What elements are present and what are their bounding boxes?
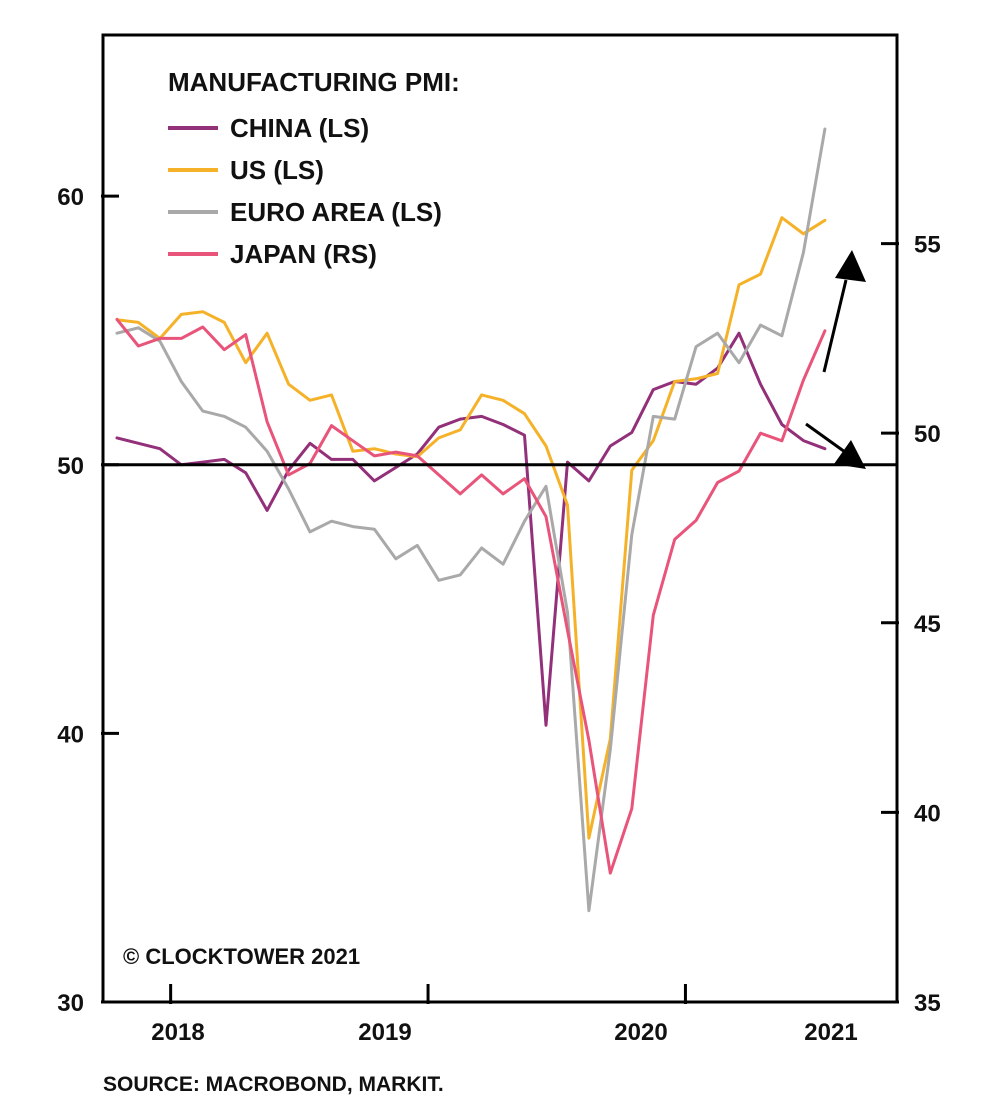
- right-tick-label: 55: [914, 232, 941, 259]
- left-axis: 30 40 50 60: [57, 184, 119, 1017]
- x-axis: 2018 2019 2020 2021: [151, 984, 858, 1046]
- up-arrowhead-icon: [835, 250, 866, 282]
- right-tick-label: 35: [914, 990, 941, 1017]
- left-tick-label: 40: [57, 721, 84, 748]
- legend-label: EURO AREA (LS): [230, 197, 442, 227]
- up-arrow-icon: [822, 279, 848, 373]
- series-line-japan-rs: [115, 317, 827, 875]
- legend: MANUFACTURING PMI: CHINA (LS) US (LS) EURO…: [168, 67, 460, 269]
- left-tick-label: 50: [57, 453, 84, 480]
- legend-label: US (LS): [230, 155, 324, 185]
- down-arrow-icon: [805, 422, 846, 454]
- legend-label: CHINA (LS): [230, 113, 369, 143]
- x-tick-label: 2021: [804, 1019, 857, 1046]
- legend-label: JAPAN (RS): [230, 239, 377, 269]
- x-tick-label: 2020: [614, 1019, 667, 1046]
- source-note: SOURCE: MACROBOND, MARKIT.: [103, 1073, 444, 1096]
- series-line-china-ls: [115, 331, 827, 727]
- right-tick-label: 50: [914, 421, 941, 448]
- trend-arrows: [805, 250, 866, 469]
- series-line-us-ls: [115, 216, 827, 840]
- down-arrowhead-icon: [834, 440, 866, 469]
- legend-title: MANUFACTURING PMI:: [168, 67, 460, 97]
- right-tick-label: 45: [914, 611, 941, 638]
- copyright-credit: © CLOCKTOWER 2021: [123, 944, 360, 969]
- right-tick-label: 40: [914, 800, 941, 827]
- series-lines: [115, 127, 827, 913]
- left-tick-label: 30: [57, 990, 84, 1017]
- x-tick-label: 2019: [358, 1019, 411, 1046]
- plot-frame: [101, 33, 899, 1004]
- right-axis: 35 40 45 50 55: [881, 232, 941, 1017]
- series-line-euro-area-ls: [115, 127, 827, 913]
- left-tick-label: 60: [57, 184, 84, 211]
- x-tick-label: 2018: [151, 1019, 204, 1046]
